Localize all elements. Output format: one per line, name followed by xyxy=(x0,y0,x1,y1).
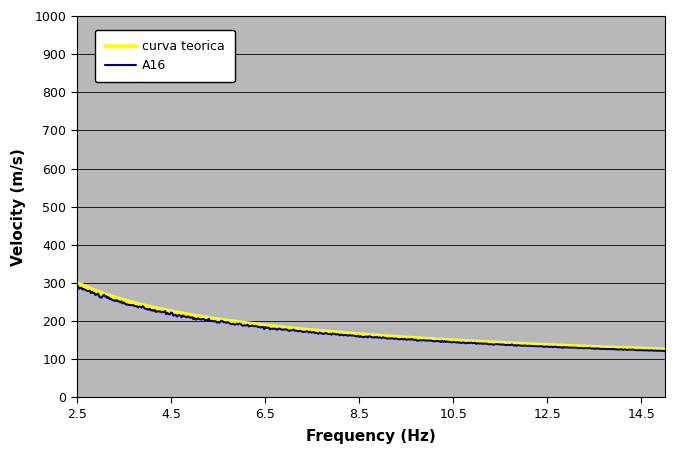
curva teorica xyxy=(422,336,431,342)
A16 xyxy=(661,349,669,354)
curva teorica xyxy=(661,347,669,352)
Line: A16: A16 xyxy=(77,285,665,351)
A16 xyxy=(73,282,81,288)
curva teorica xyxy=(391,334,399,339)
A16 xyxy=(356,334,364,340)
curva teorica xyxy=(73,280,81,286)
A16 xyxy=(352,334,360,339)
curva teorica xyxy=(647,346,655,352)
Legend: curva teorica, A16: curva teorica, A16 xyxy=(95,30,235,82)
curva teorica xyxy=(555,343,563,348)
A16 xyxy=(422,338,431,344)
A16 xyxy=(555,344,563,350)
Line: curva teorica: curva teorica xyxy=(77,283,665,349)
curva teorica xyxy=(352,331,360,337)
A16 xyxy=(391,336,399,341)
curva teorica xyxy=(356,332,364,337)
Y-axis label: Velocity (m/s): Velocity (m/s) xyxy=(11,148,26,266)
A16 xyxy=(647,348,655,354)
X-axis label: Frequency (Hz): Frequency (Hz) xyxy=(306,429,436,444)
